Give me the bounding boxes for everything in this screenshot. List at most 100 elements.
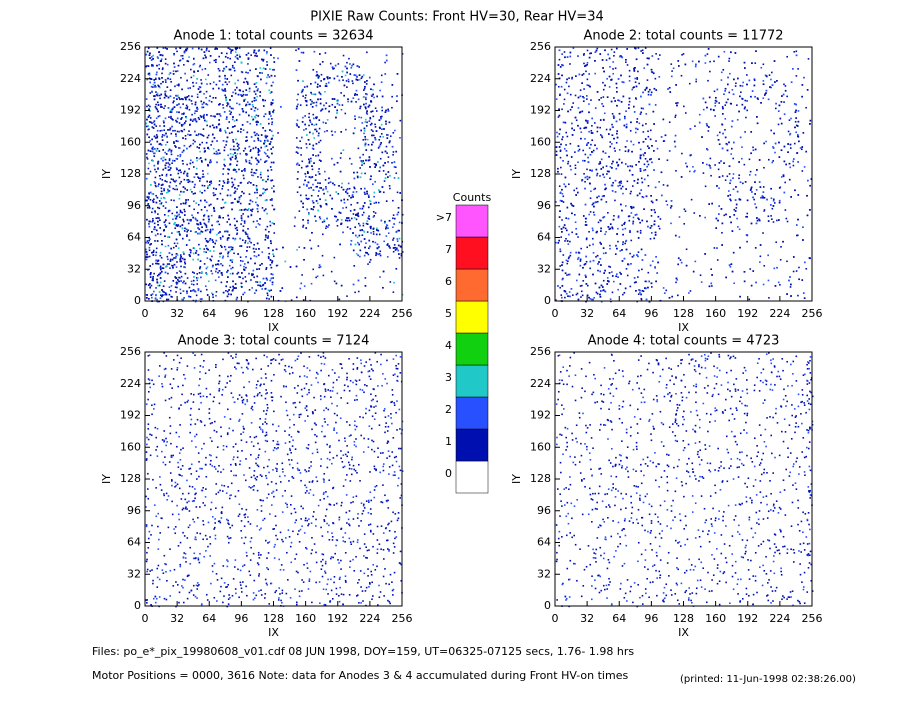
count-pixel (173, 199, 175, 202)
count-pixel (212, 194, 215, 197)
count-pixel (245, 153, 247, 155)
count-pixel (226, 52, 228, 55)
count-pixel (334, 215, 336, 218)
count-pixel (217, 113, 219, 115)
count-pixel (267, 257, 270, 260)
count-pixel (363, 103, 365, 106)
count-pixel (162, 47, 165, 49)
count-pixel (247, 261, 249, 264)
count-pixel (210, 144, 212, 146)
count-pixel (234, 227, 237, 230)
count-pixel (324, 199, 327, 201)
count-pixel (164, 90, 167, 93)
count-pixel (159, 177, 162, 180)
count-pixel (353, 264, 356, 267)
count-pixel (321, 108, 324, 111)
count-pixel (272, 146, 274, 149)
count-pixel (159, 277, 162, 279)
count-pixel (179, 169, 181, 172)
count-pixel (346, 198, 349, 201)
count-pixel (191, 102, 193, 105)
count-pixel (215, 263, 217, 266)
count-pixel (197, 176, 199, 178)
count-pixel (362, 139, 365, 141)
count-pixel (269, 129, 271, 131)
count-pixel (374, 212, 377, 214)
count-pixel (264, 68, 267, 70)
count-pixel (389, 140, 391, 142)
count-pixel (226, 83, 228, 86)
count-pixel (243, 291, 246, 294)
count-pixel (183, 266, 185, 268)
count-pixel (187, 179, 190, 181)
count-pixel (174, 257, 177, 259)
count-pixel (238, 276, 240, 278)
count-pixel (323, 220, 326, 223)
count-pixel (393, 281, 395, 284)
count-pixel (230, 50, 233, 52)
count-pixel (197, 232, 199, 235)
count-pixel (153, 181, 156, 183)
count-pixel (201, 103, 204, 106)
count-pixel (215, 58, 217, 61)
count-pixel (387, 161, 389, 163)
count-pixel (169, 209, 171, 212)
count-pixel (237, 271, 240, 274)
count-pixel (378, 252, 381, 255)
count-pixel (353, 186, 356, 189)
count-pixel (145, 248, 147, 251)
count-pixel (259, 91, 262, 93)
pixel-layer (145, 47, 814, 608)
count-pixel (239, 264, 242, 267)
count-pixel (170, 247, 172, 250)
count-pixel (148, 283, 151, 285)
count-pixel (383, 128, 385, 130)
count-pixel (225, 118, 228, 120)
count-pixel (207, 215, 210, 218)
count-pixel (212, 241, 214, 243)
count-pixel (252, 273, 254, 276)
count-pixel (265, 145, 268, 147)
count-pixel (179, 155, 182, 158)
count-pixel (169, 289, 172, 292)
count-pixel (365, 93, 367, 95)
count-pixel (237, 130, 239, 133)
count-pixel (160, 184, 163, 186)
count-pixel (198, 180, 201, 182)
count-pixel (196, 146, 199, 148)
count-pixel (216, 152, 219, 155)
count-pixel (238, 209, 241, 211)
count-pixel (206, 266, 209, 268)
count-pixel (352, 63, 355, 66)
count-pixel (181, 237, 184, 240)
count-pixel (205, 120, 208, 123)
count-pixel (250, 214, 253, 217)
count-pixel (247, 83, 249, 85)
count-pixel (365, 242, 367, 244)
count-pixel (335, 116, 337, 119)
count-pixel (366, 192, 368, 195)
count-pixel (195, 82, 198, 84)
count-pixel (248, 162, 251, 164)
count-pixel (190, 218, 192, 221)
count-pixel (198, 158, 201, 160)
count-pixel (379, 190, 382, 193)
count-pixel (182, 149, 185, 152)
count-pixel (172, 218, 174, 221)
count-pixel (381, 109, 383, 112)
count-pixel (366, 220, 369, 222)
count-pixel (153, 120, 156, 122)
count-pixel (230, 111, 232, 114)
count-pixel (353, 74, 356, 76)
count-pixel (216, 161, 218, 164)
count-pixel (224, 202, 226, 204)
count-pixel (215, 239, 218, 242)
count-pixel (277, 57, 279, 60)
count-pixel (201, 160, 203, 163)
count-pixel (243, 169, 245, 171)
count-pixel (149, 92, 152, 94)
count-pixel (202, 57, 205, 60)
count-pixel (305, 146, 308, 149)
count-pixel (221, 89, 224, 92)
count-pixel (363, 231, 366, 233)
